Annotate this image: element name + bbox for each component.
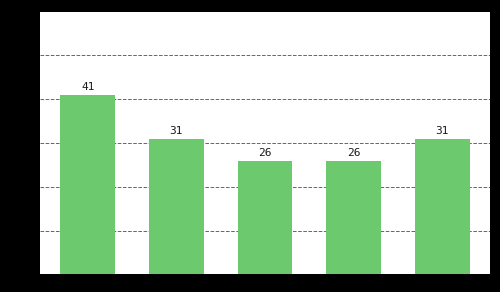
Bar <box>238 161 292 274</box>
Bar <box>60 95 116 274</box>
Text: 31: 31 <box>170 126 183 136</box>
Bar <box>326 161 381 274</box>
Text: 26: 26 <box>347 148 360 158</box>
Bar <box>149 139 204 274</box>
Text: 26: 26 <box>258 148 272 158</box>
Text: 41: 41 <box>81 82 94 92</box>
Bar <box>414 139 470 274</box>
Text: 31: 31 <box>436 126 449 136</box>
